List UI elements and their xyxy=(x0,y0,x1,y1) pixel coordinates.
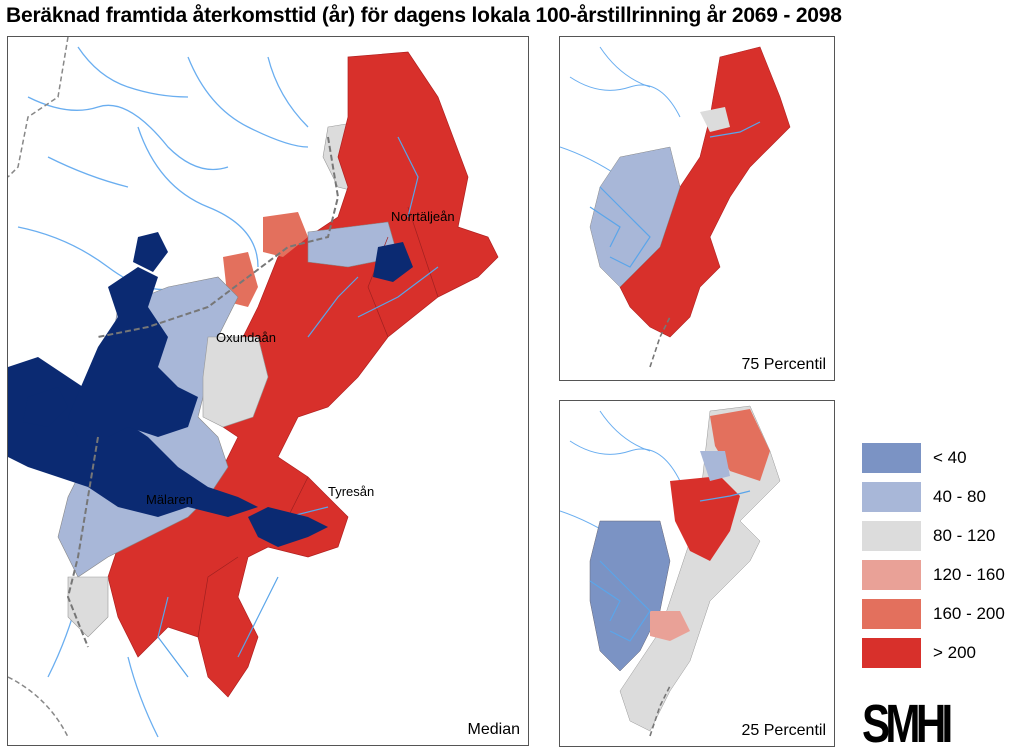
map-title: Beräknad framtida återkomsttid (år) för … xyxy=(6,4,842,27)
legend-swatch xyxy=(862,638,921,668)
legend-label: > 200 xyxy=(933,643,977,662)
p25-map xyxy=(560,405,781,737)
place-label-oxundaan: Oxundaån xyxy=(216,330,276,345)
legend-item: 120 - 160 xyxy=(862,560,1022,590)
legend-item: 160 - 200 xyxy=(862,599,1022,629)
legend-swatch xyxy=(862,599,921,629)
smhi-logo: SMHI xyxy=(862,694,953,754)
panel-label-p75: 75 Percentil xyxy=(741,356,827,373)
legend-swatch xyxy=(862,560,921,590)
place-label-malaren: Mälaren xyxy=(146,492,193,507)
legend-item: 80 - 120 xyxy=(862,521,1022,551)
legend-label: 40 - 80 xyxy=(933,487,986,506)
legend-label: 80 - 120 xyxy=(933,526,996,545)
place-label-norrtaljean: Norrtäljeån xyxy=(391,209,455,224)
panel-label-median: Median xyxy=(467,721,520,738)
lake-malaren xyxy=(8,232,413,547)
p25-map-panel: 25 Percentil xyxy=(559,400,835,747)
legend-item: > 200 xyxy=(862,638,1022,668)
background-rivers xyxy=(17,46,309,738)
legend-label: 160 - 200 xyxy=(933,604,1005,623)
p75-map xyxy=(560,46,791,368)
legend-swatch xyxy=(862,443,921,473)
legend-label: 120 - 160 xyxy=(933,565,1005,584)
legend-label: < 40 xyxy=(933,448,967,467)
panel-label-p25: 25 Percentil xyxy=(741,722,827,739)
legend-swatch xyxy=(862,521,921,551)
p75-map-panel: 75 Percentil xyxy=(559,36,835,381)
legend-swatch xyxy=(862,482,921,512)
place-label-tyresan: Tyresån xyxy=(328,484,375,499)
median-map-panel: Norrtäljeån Oxundaån Mälaren Tyresån Med… xyxy=(7,36,529,746)
legend-item: < 40 xyxy=(862,443,1022,473)
legend-item: 40 - 80 xyxy=(862,482,1022,512)
median-map xyxy=(8,37,499,738)
